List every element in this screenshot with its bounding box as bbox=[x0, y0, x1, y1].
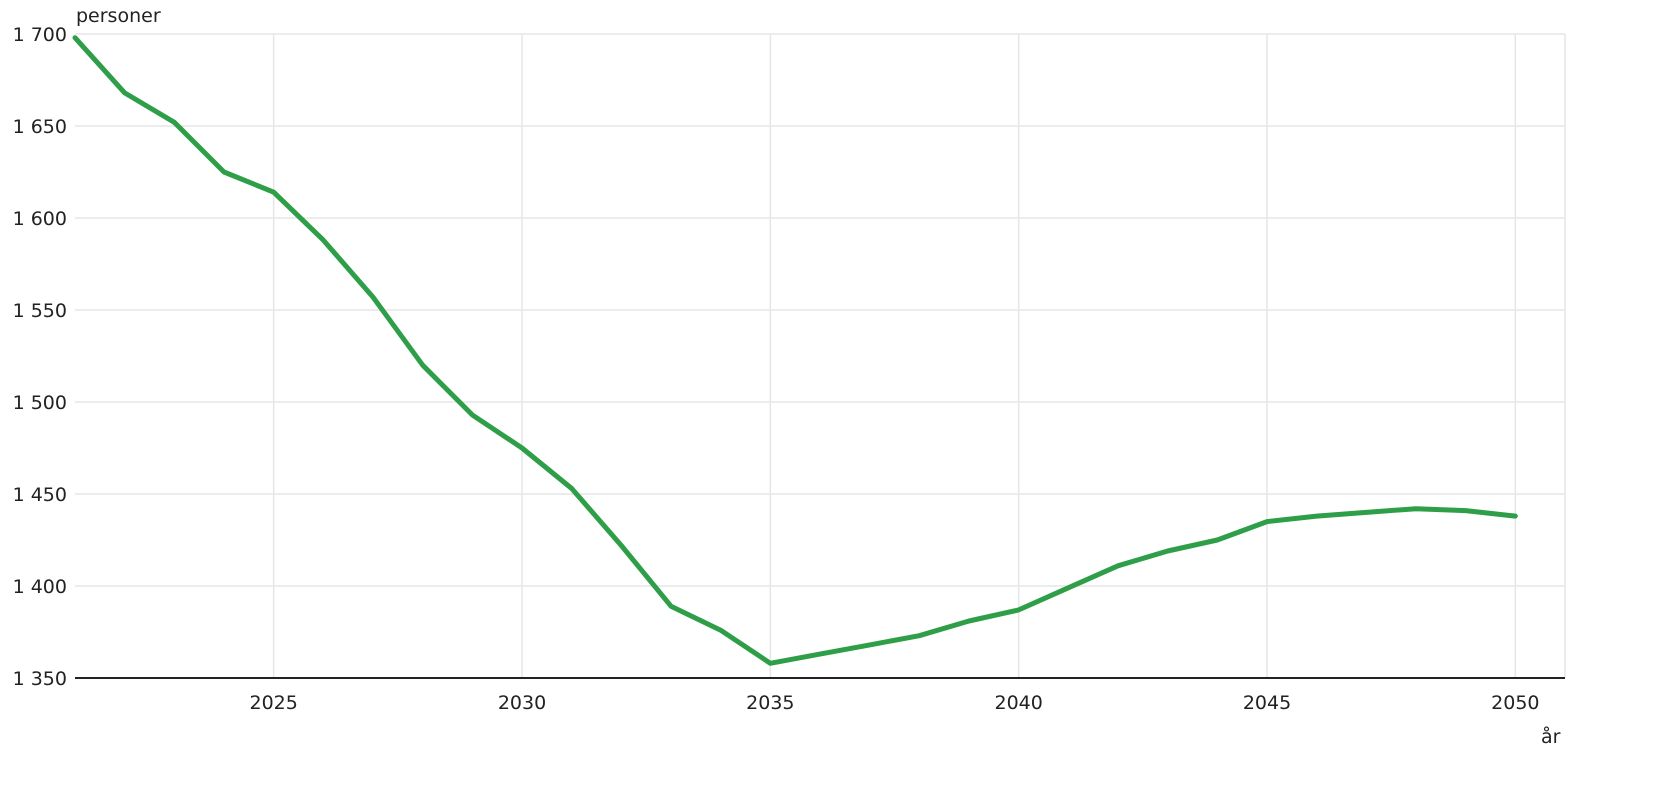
x-tick-label: 2050 bbox=[1491, 692, 1539, 714]
y-tick-label: 1 650 bbox=[13, 116, 67, 138]
y-tick-label: 1 550 bbox=[13, 300, 67, 322]
grid bbox=[75, 33, 1566, 678]
y-tick-label: 1 400 bbox=[13, 576, 67, 598]
x-tick-label: 2040 bbox=[994, 692, 1042, 714]
x-axis-title: år bbox=[1541, 725, 1561, 748]
y-axis-title: personer bbox=[76, 5, 161, 27]
y-tick-label: 1 700 bbox=[13, 24, 67, 46]
y-tick-label: 1 350 bbox=[13, 668, 67, 690]
y-tick-labels: 1 350 1 400 1 450 1 500 1 550 1 600 1 650 1 700 bbox=[13, 24, 67, 690]
series-line bbox=[72, 35, 1518, 666]
x-tick-label: 2030 bbox=[498, 692, 546, 714]
y-tick-label: 1 600 bbox=[13, 208, 67, 230]
x-tick-label: 2045 bbox=[1243, 692, 1291, 714]
series bbox=[72, 35, 1518, 666]
x-tick-label: 2035 bbox=[746, 692, 794, 714]
y-tick-label: 1 450 bbox=[13, 484, 67, 506]
x-tick-label: 2025 bbox=[249, 692, 297, 714]
y-tick-label: 1 500 bbox=[13, 392, 67, 414]
x-tick-labels: 2025 2030 2035 2040 2045 2050 bbox=[249, 692, 1539, 714]
